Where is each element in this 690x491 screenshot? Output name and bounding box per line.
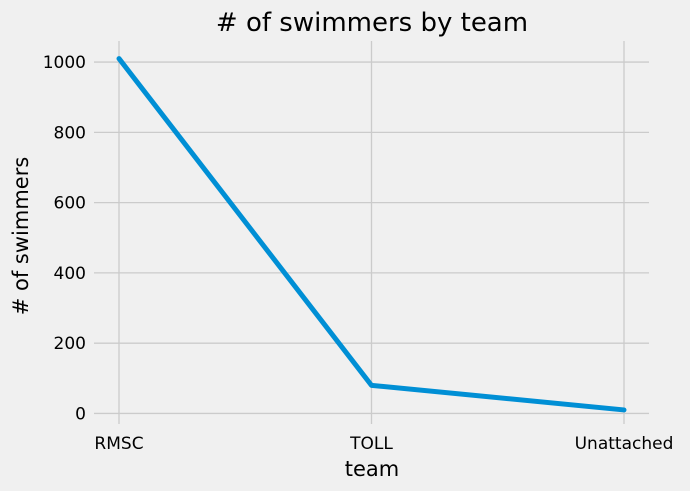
- y-tick-label: 1000: [43, 53, 86, 73]
- x-tick-label: RMSC: [94, 434, 143, 454]
- x-axis-label: team: [345, 457, 399, 481]
- x-tick-labels: RMSC TOLL Unattached: [94, 434, 673, 454]
- x-tick-label: TOLL: [349, 434, 393, 454]
- y-tick-label: 800: [54, 123, 86, 143]
- y-tick-label: 200: [54, 334, 86, 354]
- chart-title: # of swimmers by team: [216, 8, 528, 38]
- y-tick-label: 400: [54, 264, 86, 284]
- y-axis-label: # of swimmers: [9, 157, 33, 316]
- y-tick-label: 600: [54, 194, 86, 214]
- series-layer: [116, 56, 627, 413]
- y-tick-labels: 0 200 400 600 800 1000: [43, 53, 86, 424]
- y-tick-label: 0: [75, 404, 86, 424]
- x-tick-label: Unattached: [575, 434, 674, 454]
- grid: [94, 41, 649, 424]
